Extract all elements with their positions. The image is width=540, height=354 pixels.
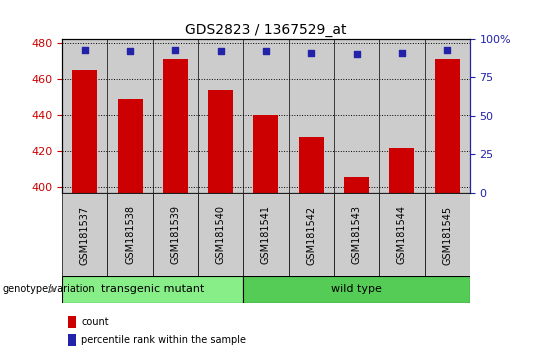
Text: GSM181542: GSM181542	[306, 205, 316, 264]
Text: GSM181541: GSM181541	[261, 205, 271, 264]
Point	[126, 48, 134, 54]
Text: wild type: wild type	[331, 284, 382, 295]
Title: GDS2823 / 1367529_at: GDS2823 / 1367529_at	[185, 23, 347, 36]
Bar	[424, 193, 470, 276]
Text: count: count	[81, 317, 109, 327]
Bar	[299, 137, 323, 354]
Bar	[72, 70, 97, 354]
Bar	[253, 115, 279, 354]
Point	[217, 48, 225, 54]
Point	[171, 47, 180, 52]
Text: GSM181537: GSM181537	[80, 205, 90, 264]
Text: GSM181543: GSM181543	[352, 205, 362, 264]
Point	[307, 50, 315, 56]
Bar	[118, 99, 143, 354]
Bar	[389, 148, 414, 354]
Bar	[62, 193, 107, 276]
Bar	[334, 193, 379, 276]
Text: percentile rank within the sample: percentile rank within the sample	[81, 335, 246, 345]
Bar	[344, 177, 369, 354]
Point	[80, 47, 89, 52]
Bar	[435, 59, 460, 354]
Bar	[62, 276, 244, 303]
Bar	[288, 193, 334, 276]
Bar	[379, 193, 424, 276]
Bar	[198, 193, 244, 276]
Bar	[153, 193, 198, 276]
Bar	[208, 90, 233, 354]
Bar	[244, 193, 288, 276]
Text: genotype/variation: genotype/variation	[3, 284, 96, 295]
Bar	[163, 59, 188, 354]
Point	[352, 52, 361, 57]
Bar	[107, 193, 153, 276]
Text: transgenic mutant: transgenic mutant	[101, 284, 204, 295]
Text: GSM181539: GSM181539	[170, 205, 180, 264]
Bar	[68, 333, 76, 346]
Bar	[68, 316, 76, 329]
Text: GSM181538: GSM181538	[125, 205, 135, 264]
Text: GSM181545: GSM181545	[442, 205, 452, 264]
Text: GSM181544: GSM181544	[397, 205, 407, 264]
Bar	[244, 276, 470, 303]
Text: GSM181540: GSM181540	[215, 205, 226, 264]
Point	[397, 50, 406, 56]
Point	[443, 47, 451, 52]
Point	[261, 48, 270, 54]
